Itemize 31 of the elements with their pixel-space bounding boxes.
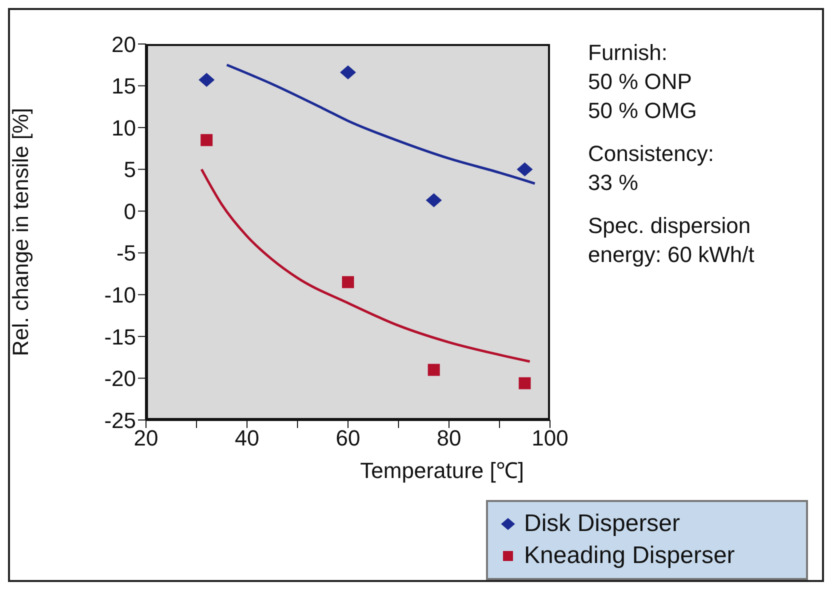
point (428, 364, 440, 376)
point (200, 134, 213, 146)
point (426, 193, 442, 208)
y-tick-label: -20 (104, 366, 136, 392)
line-series (226, 64, 536, 185)
x-tick-label: 60 (336, 426, 360, 451)
x-axis-title: Temperature [℃] (360, 458, 524, 483)
legend-label: Kneading Disperser (524, 541, 735, 571)
x-tick-label: 100 (532, 426, 568, 451)
text: Furnish: 50 % ONP 50 % OMG (588, 39, 698, 125)
point (518, 377, 531, 390)
y-tick-label: -10 (104, 282, 136, 308)
legend-label: Disk Disperser (524, 509, 680, 539)
y-tick-label: -5 (116, 240, 136, 266)
y-tick-label: 15 (112, 74, 136, 99)
y-tick-label: 5 (124, 157, 136, 182)
point (342, 276, 354, 288)
y-tick-label: 10 (112, 115, 136, 140)
x-tick-label: 40 (234, 426, 260, 451)
point (198, 72, 215, 87)
text: Spec. dispersion energy: 60 kWh/t (588, 212, 754, 269)
point (516, 162, 533, 176)
y-tick-label: -15 (104, 324, 136, 350)
line-series (200, 168, 532, 363)
x-tick-label: 80 (436, 426, 462, 451)
text: Consistency: 33 % (588, 140, 715, 197)
y-axis-title: Rel. change in tensile [%] (8, 108, 33, 356)
y-tick-label: 0 (124, 198, 136, 224)
point (340, 65, 356, 80)
y-tick-label: -25 (104, 408, 136, 433)
y-tick-label: 20 (112, 32, 136, 57)
